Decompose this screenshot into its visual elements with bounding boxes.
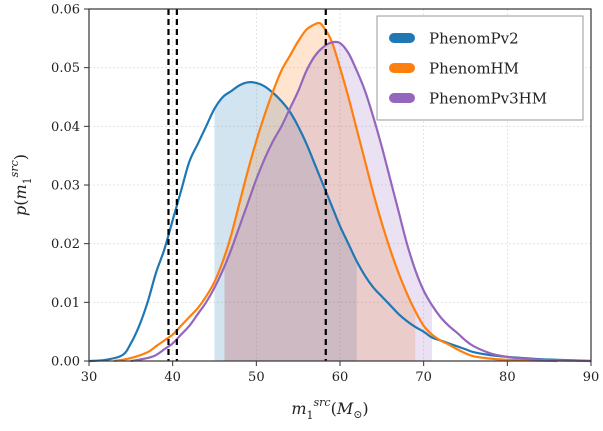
vertical-lines	[167, 9, 327, 361]
legend-label: PhenomPv3HM	[429, 90, 547, 108]
series-curves	[88, 21, 592, 363]
x-tick-label: 90	[583, 370, 600, 385]
legend-label: PhenomHM	[429, 60, 519, 78]
legend-swatch	[389, 33, 415, 43]
legend-label: PhenomPv2	[429, 30, 519, 48]
legend-swatch	[389, 63, 415, 73]
series-fill-2	[224, 42, 433, 361]
y-tick-label: 0.00	[51, 355, 80, 370]
x-tick-label: 50	[248, 370, 265, 385]
x-tick-label: 40	[164, 370, 181, 385]
x-ticks: 30 40 50 60 70 80 90	[81, 361, 600, 385]
y-axis-label: p(m1src)	[8, 154, 34, 216]
x-axis-label: m1src(M⊙)	[291, 396, 368, 422]
legend: PhenomPv2 PhenomHM PhenomPv3HM	[376, 15, 584, 121]
x-tick-label: 70	[415, 370, 432, 385]
series-line-1	[113, 21, 558, 363]
y-tick-label: 0.02	[51, 237, 80, 252]
series-fill-1	[224, 23, 416, 362]
x-tick-label: 60	[332, 370, 349, 385]
y-tick-label: 0.01	[51, 296, 80, 311]
y-tick-label: 0.05	[51, 61, 80, 76]
series-line-2	[130, 40, 592, 363]
y-ticks: 0.00 0.01 0.02 0.03 0.04 0.05 0.06	[51, 3, 89, 370]
legend-swatch	[389, 93, 415, 103]
x-tick-label: 30	[81, 370, 98, 385]
y-tick-label: 0.03	[51, 179, 80, 194]
series-fills	[214, 23, 433, 362]
series-line-0	[88, 81, 592, 363]
series-fill-0	[214, 82, 357, 361]
x-tick-label: 80	[499, 370, 516, 385]
y-tick-label: 0.06	[51, 3, 80, 18]
y-tick-label: 0.04	[51, 120, 80, 135]
